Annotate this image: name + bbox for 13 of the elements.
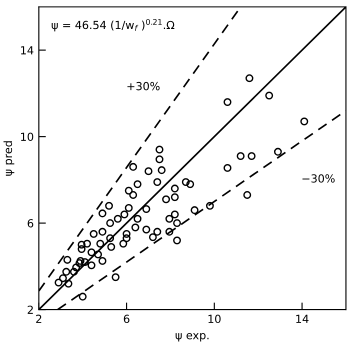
x-tick-label: 14 — [296, 314, 309, 323]
y-tick-label: 10 — [21, 132, 34, 141]
annotation: +30% — [127, 82, 160, 90]
x-axis-title: ψ exp. — [176, 332, 209, 342]
x-tick-label: 10 — [208, 314, 221, 324]
y-tick-label: 6 — [28, 219, 34, 228]
y-tick-label: 14 — [21, 46, 34, 54]
annotation: −30% — [302, 174, 335, 183]
x-tick-label: 6 — [124, 314, 130, 324]
y-axis-title: ψ pred — [4, 141, 14, 176]
y-tick-label: 2 — [28, 306, 33, 314]
annotation: ψ = 46.54 (1/w$_{f}$ )$^{0.21}$.Ω — [52, 18, 174, 32]
x-tick-label: 2 — [36, 314, 42, 323]
